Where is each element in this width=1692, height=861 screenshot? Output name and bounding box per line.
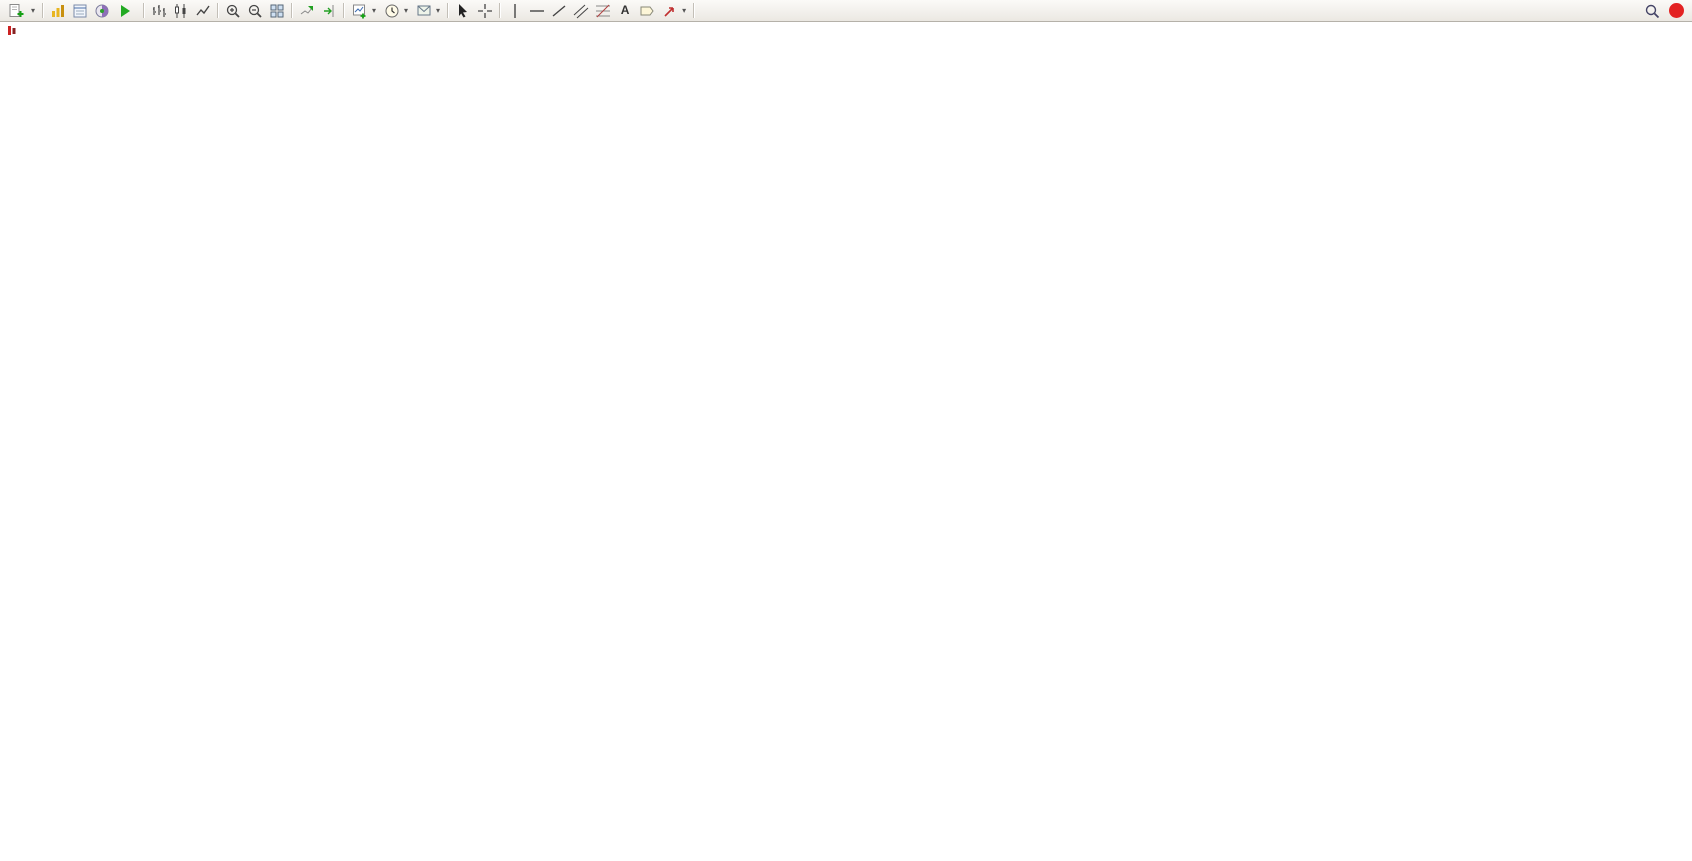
auto-scroll-button[interactable] [296,1,318,21]
fibonacci-tool[interactable] [592,1,614,21]
vertical-line-tool[interactable] [504,1,526,21]
vertical-line-icon [507,3,523,19]
chart-shift-icon [321,3,337,19]
crosshair-icon [477,3,493,19]
new-chart-icon [352,3,368,19]
chart-shift-button[interactable] [318,1,340,21]
search-button[interactable] [1641,1,1663,21]
fibonacci-icon [595,3,611,19]
data-window-icon [72,3,88,19]
chevron-down-icon: ▾ [372,6,377,15]
trendline-tool[interactable] [548,1,570,21]
chevron-down-icon: ▾ [682,6,687,15]
search-icon [1644,3,1660,19]
profiles-button[interactable]: ▾ [380,1,412,21]
arrow-shapes-icon [662,3,678,19]
main-toolbar: ▾ ▾ ▾ ▾ A ▾ [0,0,1692,22]
chevron-down-icon: ▾ [31,6,36,15]
trendline-icon [551,3,567,19]
auto-scroll-icon [299,3,315,19]
autotrade-play-icon [117,3,133,19]
toolbar-separator [42,3,45,18]
navigator-icon [94,3,110,19]
text-tool[interactable]: A [614,1,636,21]
tile-windows-icon [269,3,285,19]
zoom-out-icon [247,3,263,19]
bar-chart-button[interactable] [148,1,170,21]
market-watch-button[interactable] [47,1,69,21]
zoom-in-button[interactable] [222,1,244,21]
toolbar-separator [693,3,696,18]
market-watch-icon [50,3,66,19]
template-icon [416,3,432,19]
toolbar-separator [143,3,146,18]
channel-tool[interactable] [570,1,592,21]
chart-title [7,26,21,37]
new-order-button[interactable]: ▾ [4,1,39,21]
notification-badge[interactable] [1669,3,1684,18]
rsi-indicator-label [7,705,12,716]
toolbar-separator [499,3,502,18]
autotrade-button[interactable] [113,1,140,21]
horizontal-line-icon [529,3,545,19]
equidistant-channel-icon [573,3,589,19]
candlestick-chart-button[interactable] [170,1,192,21]
symbol-marker-icon [7,26,16,35]
cursor-button[interactable] [452,1,474,21]
cursor-icon [455,3,471,19]
chevron-down-icon: ▾ [436,6,441,15]
macd-indicator-label [7,581,17,592]
candlestick-chart-icon [173,3,189,19]
zoom-in-icon [225,3,241,19]
text-icon: A [620,2,630,17]
navigator-button[interactable] [91,1,113,21]
text-label-icon [639,3,655,19]
new-order-icon [8,3,24,19]
toolbar-separator [291,3,294,18]
chevron-down-icon: ▾ [404,6,409,15]
new-chart-button[interactable]: ▾ [348,1,380,21]
text-label-tool[interactable] [636,1,658,21]
arrows-tool[interactable]: ▾ [658,1,690,21]
horizontal-line-tool[interactable] [526,1,548,21]
bar-chart-icon [151,3,167,19]
clock-icon [384,3,400,19]
line-chart-button[interactable] [192,1,214,21]
toolbar-right [1641,1,1688,21]
zoom-out-button[interactable] [244,1,266,21]
toolbar-separator [217,3,220,18]
tile-windows-button[interactable] [266,1,288,21]
templates-button[interactable]: ▾ [412,1,444,21]
toolbar-separator [343,3,346,18]
crosshair-button[interactable] [474,1,496,21]
data-window-button[interactable] [69,1,91,21]
line-chart-icon [195,3,211,19]
toolbar-separator [447,3,450,18]
